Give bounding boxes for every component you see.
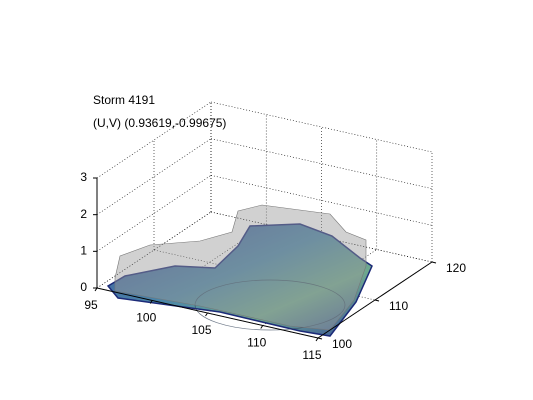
z-tick-label: 3: [80, 170, 87, 184]
grid-line: [96, 175, 212, 252]
z-tick-label: 2: [80, 207, 87, 221]
chart-title: Storm 4191: [93, 93, 155, 107]
x-tick-label: 105: [191, 323, 211, 337]
surface-base: [106, 223, 373, 337]
surface-envelope: [114, 204, 367, 331]
x-tick-label: 115: [302, 348, 321, 362]
grid-line: [96, 211, 212, 289]
y-tick: [374, 299, 380, 302]
axes: 95 100 105 110 115 100 110 120 0 1 2 3: [80, 170, 466, 362]
surface: [106, 204, 373, 337]
x-tick-label: 110: [247, 336, 266, 350]
z-tick-label: 1: [80, 244, 87, 258]
x-tick-label: 100: [136, 311, 156, 325]
x-tick: [260, 325, 264, 329]
x-tick: [315, 337, 319, 342]
y-tick-label: 100: [332, 337, 352, 351]
z-tick-label: 0: [80, 280, 87, 294]
chart-subtitle: (U,V) (0.93619,-0.99675): [93, 116, 226, 130]
grid-line: [96, 138, 212, 215]
y-tick-label: 110: [389, 299, 408, 313]
x-tick: [149, 300, 153, 304]
x-tick-label: 95: [84, 298, 98, 312]
x-tick: [205, 312, 208, 317]
grid-line: [96, 101, 212, 179]
y-tick-label: 120: [446, 261, 466, 275]
y-tick: [431, 261, 437, 264]
y-tick: [317, 337, 323, 340]
